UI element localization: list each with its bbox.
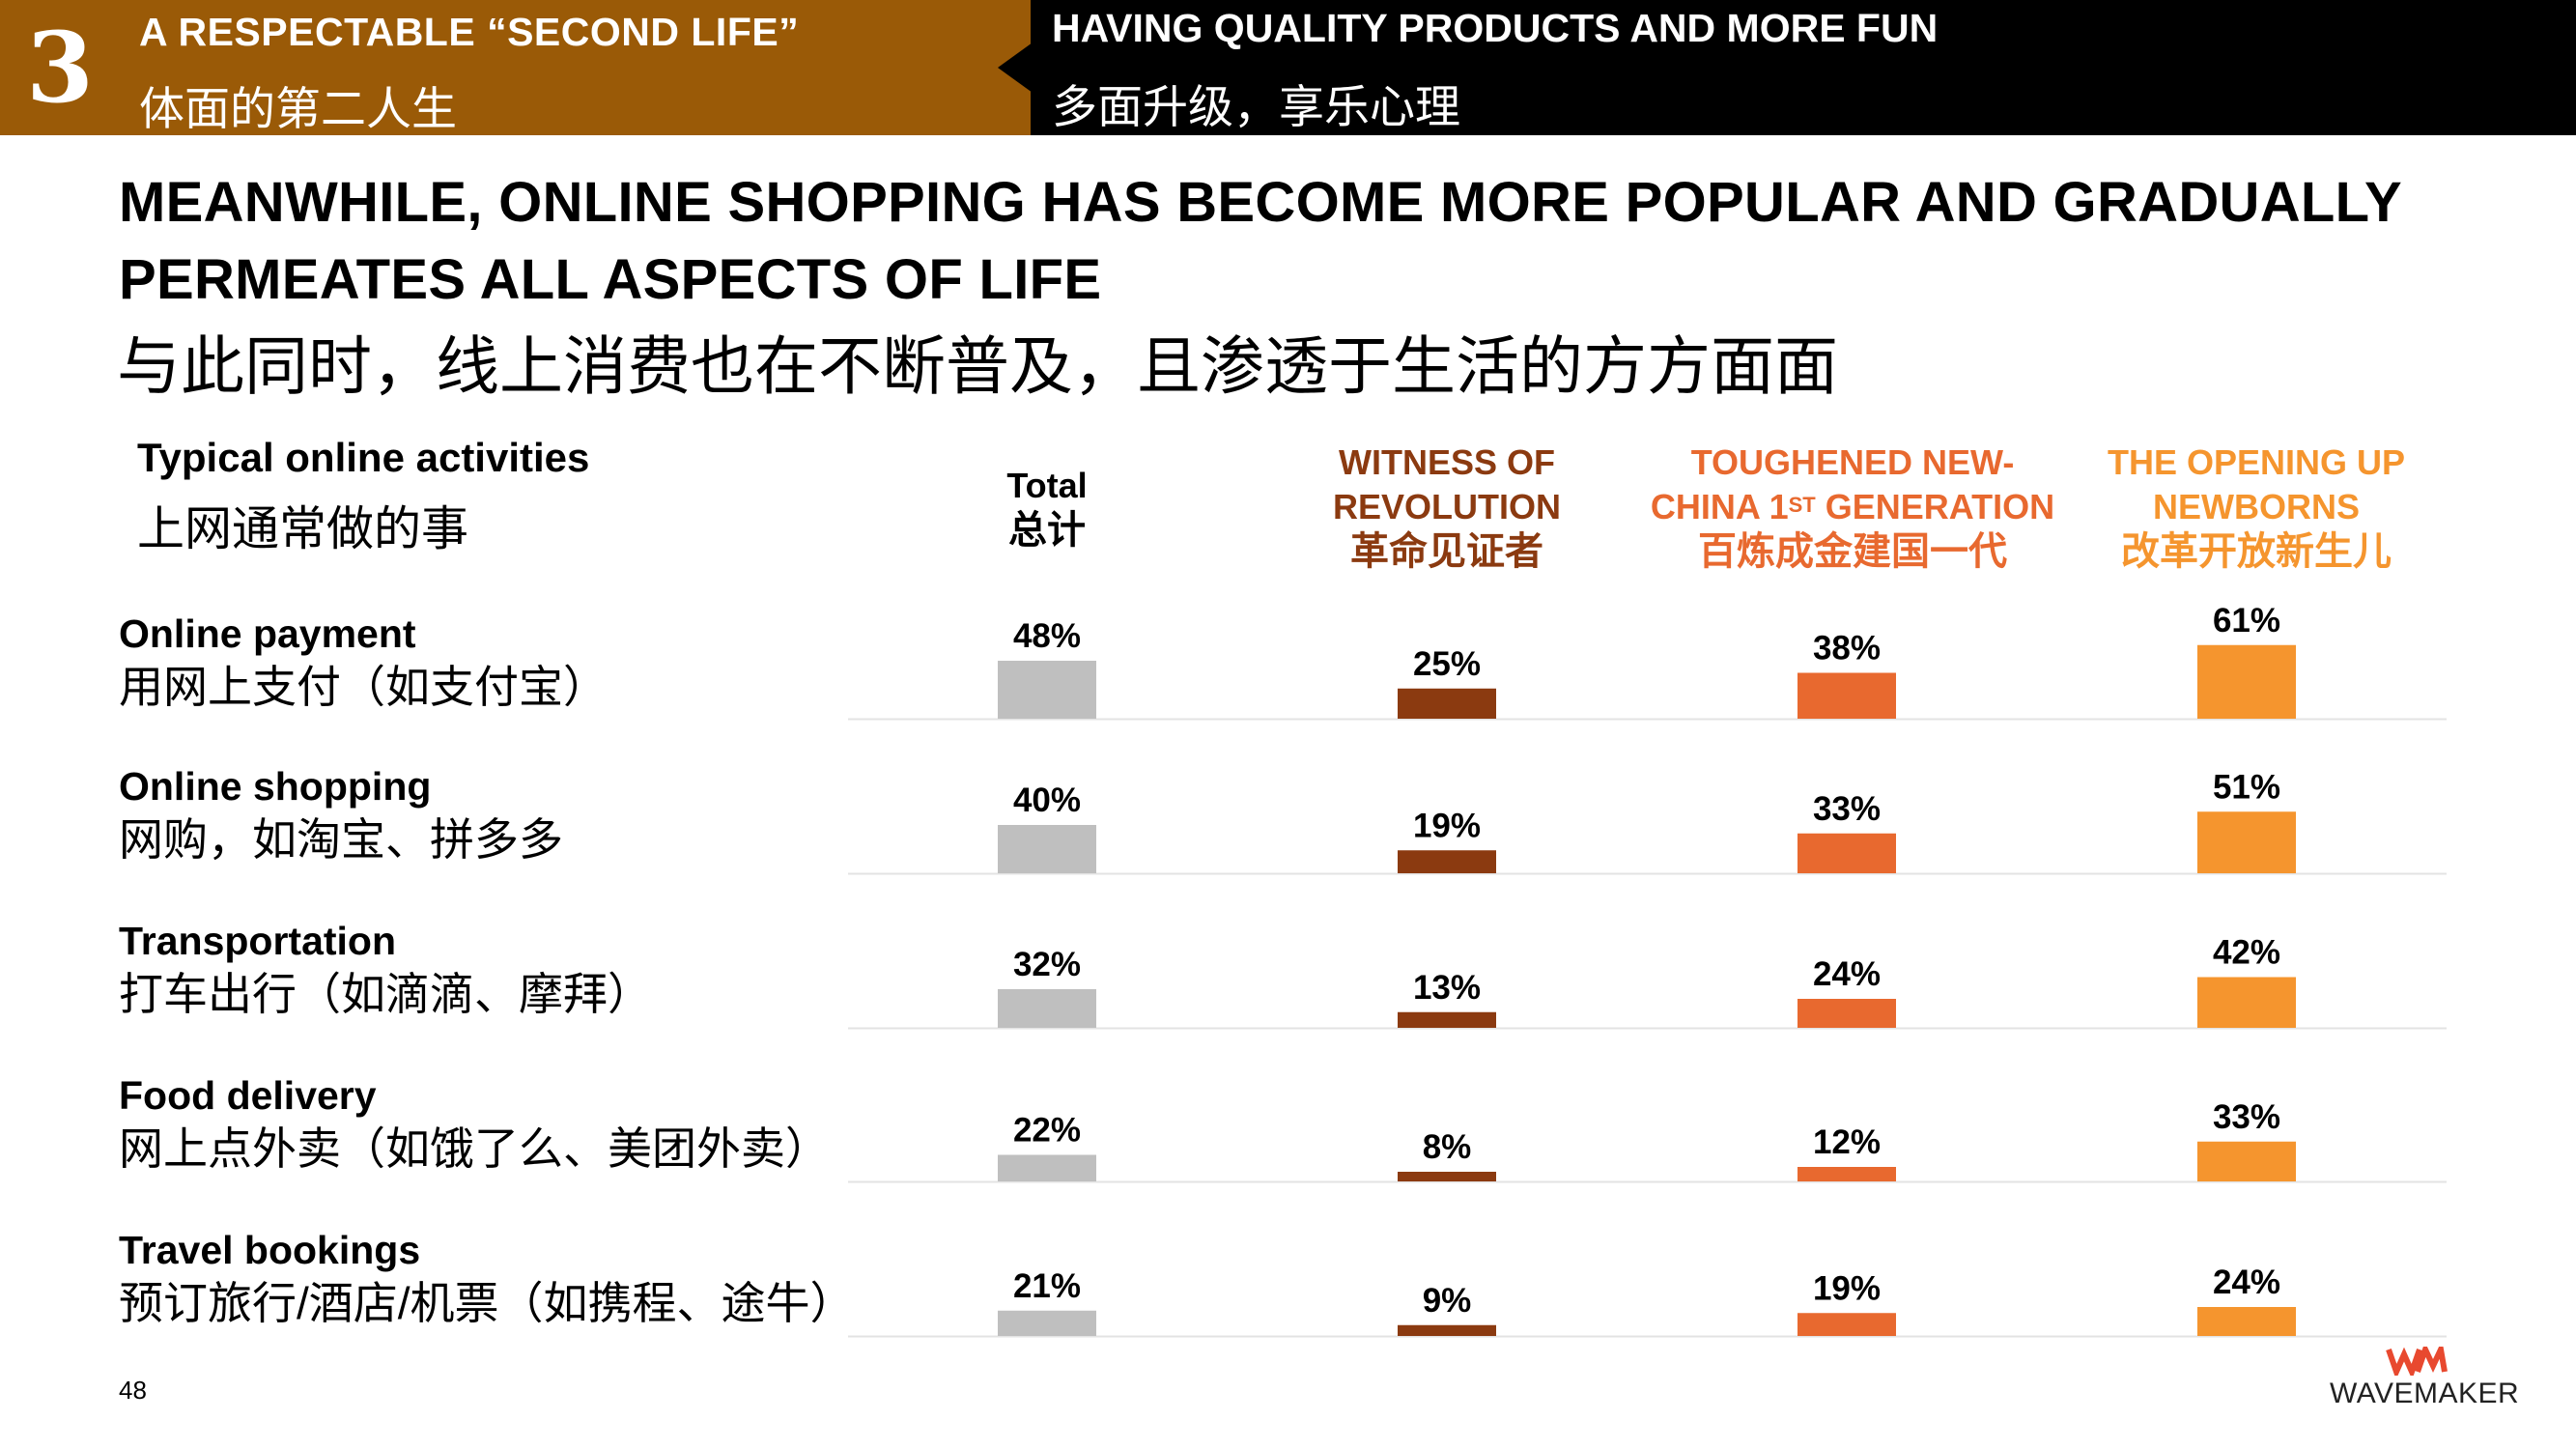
row-label-zh: 打车出行（如滴滴、摩拜） (119, 969, 652, 1019)
bar-value-label: 51% (2213, 768, 2280, 806)
bar (1398, 1172, 1496, 1181)
bar (998, 661, 1096, 719)
column-header-chinese: 百炼成金建国一代 (1698, 530, 2007, 573)
bar-value-label: 40% (1013, 781, 1081, 819)
row-label-food-delivery: Food delivery 网上点外卖（如饿了么、美团外卖） (119, 1070, 830, 1177)
bar (998, 989, 1096, 1028)
bar (1398, 850, 1496, 873)
row-label-zh: 网购，如淘宝、拼多多 (119, 814, 563, 865)
row-label-zh: 网上点外卖（如饿了么、美团外卖） (119, 1123, 830, 1174)
column-header-line2: CHINA 1ST GENERATION (1650, 485, 2055, 529)
column-header-total: Total 总计 (844, 464, 1250, 553)
topic-title: HAVING QUALITY PRODUCTS AND MORE FUN (1052, 6, 1939, 50)
bar-value-label: 38% (1813, 630, 1881, 668)
bar-value-label: 48% (1013, 617, 1081, 655)
column-header-chinese: 改革开放新生儿 (2121, 530, 2392, 573)
row-label-transportation: Transportation 打车出行（如滴滴、摩拜） (119, 916, 652, 1022)
wavemaker-logo: WAVEMAKER (2330, 1347, 2520, 1410)
column-header-line2: NEWBORNS (2153, 487, 2360, 526)
bar (2197, 977, 2296, 1028)
section-subtitle: 体面的第二人生 (139, 83, 457, 134)
bar (2197, 644, 2296, 719)
row-label-travel-bookings: Travel bookings 预订旅行/酒店/机票（如携程、途牛） (119, 1225, 855, 1331)
bar-value-label: 13% (1413, 969, 1481, 1007)
bar (1798, 672, 1896, 719)
bar (998, 1310, 1096, 1336)
row-label-online-shopping: Online shopping 网购，如淘宝、拼多多 (119, 761, 563, 867)
bar-value-label: 42% (2213, 934, 2280, 972)
column-header-line1: TOUGHENED NEW- (1690, 442, 2015, 482)
bar-value-label: 24% (1813, 955, 1881, 993)
section-number: 3 (26, 11, 94, 125)
column-header-line2-rest: GENERATION (1815, 487, 2055, 526)
bar-value-label: 9% (1423, 1282, 1472, 1320)
bar (998, 1154, 1096, 1181)
bar-value-label: 33% (1813, 790, 1881, 828)
bar (1398, 1324, 1496, 1336)
column-header-opening-up-newborns: THE OPENING UP NEWBORNS 改革开放新生儿 (2053, 440, 2459, 574)
bar (1398, 688, 1496, 719)
bar (1798, 1167, 1896, 1181)
column-header-line1: THE OPENING UP (2107, 442, 2406, 482)
column-header-chinese: 革命见证者 (1350, 530, 1543, 573)
bar (1798, 833, 1896, 873)
column-header-toughened-generation: TOUGHENED NEW- CHINA 1ST GENERATION 百炼成金… (1650, 440, 2055, 574)
banner-arrow-icon (998, 43, 1033, 93)
column-header-chinese: 总计 (1008, 509, 1086, 552)
logo-text: WAVEMAKER (2330, 1378, 2520, 1409)
page-title-chinese: 与此同时，线上消费也在不断普及，且渗透于生活的方方面面 (117, 330, 1838, 402)
column-header-label: Total (1006, 466, 1088, 505)
bar-value-label: 21% (1013, 1267, 1081, 1305)
section-title: A RESPECTABLE “SECOND LIFE” (139, 10, 800, 54)
topic-subtitle: 多面升级，享乐心理 (1052, 81, 1460, 132)
section-banner: 3 A RESPECTABLE “SECOND LIFE” 体面的第二人生 (0, 0, 1031, 135)
bar (1398, 1011, 1496, 1028)
topic-banner: HAVING QUALITY PRODUCTS AND MORE FUN 多面升… (1031, 0, 2576, 135)
bar-value-label: 25% (1413, 645, 1481, 683)
column-header-superscript: ST (1788, 493, 1816, 517)
bar-value-label: 33% (2213, 1098, 2280, 1136)
row-label-online-payment: Online payment 用网上支付（如支付宝） (119, 609, 608, 715)
bar-value-label: 12% (1813, 1123, 1881, 1161)
table-heading: Typical online activities (137, 435, 590, 480)
wavemaker-logo-icon (2386, 1347, 2448, 1376)
row-label-zh: 用网上支付（如支付宝） (119, 662, 608, 712)
column-header-line2-text: CHINA 1 (1650, 487, 1789, 526)
bar (2197, 811, 2296, 873)
bar-value-label: 22% (1013, 1112, 1081, 1150)
column-header-line1: WITNESS OF (1339, 442, 1555, 482)
bar (998, 825, 1096, 873)
bar-value-label: 32% (1013, 946, 1081, 983)
column-header-line2: REVOLUTION (1332, 487, 1561, 526)
bar-value-label: 19% (1813, 1269, 1881, 1307)
bar-value-label: 61% (2213, 602, 2280, 639)
bar (2197, 1141, 2296, 1181)
bar-value-label: 19% (1413, 807, 1481, 844)
table-heading-chinese: 上网通常做的事 (137, 503, 469, 555)
bar-value-label: 24% (2213, 1264, 2280, 1301)
bar-value-label: 8% (1423, 1128, 1472, 1166)
row-label-en: Online shopping (119, 764, 432, 809)
row-label-en: Food delivery (119, 1073, 377, 1118)
column-header-witness-of-revolution: WITNESS OF REVOLUTION 革命见证者 (1244, 440, 1650, 574)
page-title: MEANWHILE, ONLINE SHOPPING HAS BECOME MO… (119, 171, 2401, 311)
row-label-en: Transportation (119, 919, 397, 963)
page-number: 48 (119, 1376, 147, 1405)
row-label-zh: 预订旅行/酒店/机票（如携程、途牛） (119, 1278, 855, 1328)
bar (2197, 1307, 2296, 1336)
bar (1798, 999, 1896, 1028)
row-label-en: Online payment (119, 611, 416, 656)
bar (1798, 1313, 1896, 1336)
row-label-en: Travel bookings (119, 1228, 421, 1272)
